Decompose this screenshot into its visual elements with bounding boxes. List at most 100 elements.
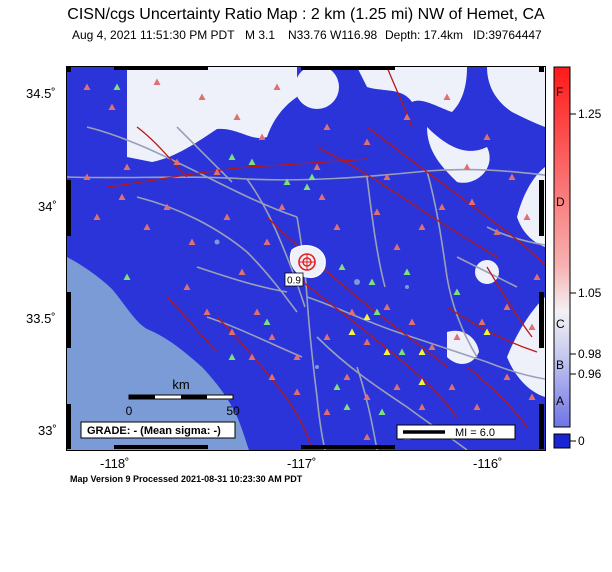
station-marker	[523, 213, 531, 220]
station-marker	[223, 213, 231, 220]
station-marker	[318, 193, 326, 200]
station-marker	[258, 133, 266, 140]
station-marker	[233, 113, 241, 120]
map-title: CISN/cgs Uncertainty Ratio Map : 2 km (1…	[67, 6, 545, 23]
colorbar-zero-swatch	[553, 433, 571, 449]
station-marker	[163, 203, 171, 210]
station-marker	[528, 393, 536, 400]
station-marker	[83, 83, 91, 90]
grade-letter-b: B	[556, 358, 564, 372]
event-magnitude: M 3.1	[245, 28, 276, 42]
station-marker	[203, 308, 211, 315]
uncertainty-map: 0.9 km 0 50 GRADE: - (Mean sigma: -) MI …	[66, 66, 546, 451]
scale-bar: km 0 50	[126, 377, 240, 418]
station-marker	[373, 308, 381, 315]
station-marker	[93, 213, 101, 220]
station-marker	[293, 353, 301, 360]
station-marker	[268, 373, 276, 380]
colorbar-value-0-96: 0.96	[578, 367, 602, 381]
station-marker	[188, 238, 196, 245]
station-marker	[363, 393, 371, 400]
map-footer: Map Version 9 Processed 2021-08-31 10:23…	[70, 474, 303, 484]
station-marker	[383, 303, 391, 310]
y-tick-34-5: 34.5˚	[26, 86, 56, 101]
station-marker	[333, 223, 341, 230]
station-marker	[253, 308, 261, 315]
y-tick-34: 34˚	[38, 199, 57, 214]
station-marker	[363, 138, 371, 145]
station-marker	[438, 203, 446, 210]
station-marker	[283, 178, 291, 185]
station-marker	[308, 173, 316, 180]
station-marker	[403, 113, 411, 120]
event-id: ID:39764447	[473, 28, 542, 42]
x-tick-116: -116˚	[473, 456, 503, 471]
station-marker	[323, 333, 331, 340]
grade-box	[80, 421, 236, 439]
grade-letter-c: C	[556, 317, 565, 331]
station-marker	[198, 93, 206, 100]
station-marker	[383, 173, 391, 180]
mi-legend-text: MI = 6.0	[455, 427, 495, 439]
station-marker	[503, 303, 511, 310]
station-marker	[418, 378, 426, 385]
station-marker	[533, 273, 541, 280]
station-marker	[333, 383, 341, 390]
station-marker	[468, 198, 476, 205]
station-marker	[228, 153, 236, 160]
x-tick-118: -118˚	[100, 456, 130, 471]
scale-unit: km	[172, 377, 189, 392]
station-marker	[493, 228, 501, 235]
station-marker	[248, 353, 256, 360]
scale-end: 50	[226, 404, 240, 418]
station-marker	[473, 403, 481, 410]
station-marker	[348, 328, 356, 335]
station-marker	[483, 328, 491, 335]
station-marker	[118, 193, 126, 200]
station-marker	[443, 93, 451, 100]
station-marker	[153, 78, 161, 85]
station-marker	[428, 343, 436, 350]
station-marker	[268, 333, 276, 340]
station-marker	[408, 318, 416, 325]
station-marker	[483, 133, 491, 140]
station-marker	[343, 373, 351, 380]
station-marker	[368, 278, 376, 285]
station-marker	[293, 388, 301, 395]
colorbar-value-1-25: 1.25	[578, 107, 602, 121]
ocean	[67, 257, 249, 450]
station-marker	[248, 158, 256, 165]
station-marker	[508, 173, 516, 180]
station-marker	[418, 348, 426, 355]
x-tick-117: -117˚	[287, 456, 317, 471]
station-marker	[213, 168, 221, 175]
station-marker	[393, 383, 401, 390]
station-marker	[143, 223, 151, 230]
y-tick-33-5: 33.5˚	[26, 311, 56, 326]
grade-letter-f: F	[556, 85, 563, 99]
station-marker	[403, 268, 411, 275]
colorbar-gradient	[553, 66, 571, 428]
station-marker	[453, 288, 461, 295]
station-marker	[348, 308, 356, 315]
station-marker	[343, 403, 351, 410]
station-marker	[273, 83, 281, 90]
roads	[67, 126, 545, 450]
grade-text: GRADE: - (Mean sigma: -)	[87, 425, 221, 437]
station-marker	[383, 348, 391, 355]
colorbar-value-0: 0	[578, 434, 585, 448]
stations	[83, 78, 541, 440]
station-marker	[363, 338, 371, 345]
scale-start: 0	[126, 404, 133, 418]
station-marker	[238, 268, 246, 275]
contour-label: 0.9	[287, 276, 301, 287]
grade-letter-a: A	[556, 394, 564, 408]
station-marker	[478, 318, 486, 325]
station-marker	[373, 208, 381, 215]
station-marker	[448, 383, 456, 390]
station-marker	[453, 333, 461, 340]
contour-label-box	[284, 272, 304, 287]
station-marker	[183, 283, 191, 290]
station-marker	[398, 348, 406, 355]
